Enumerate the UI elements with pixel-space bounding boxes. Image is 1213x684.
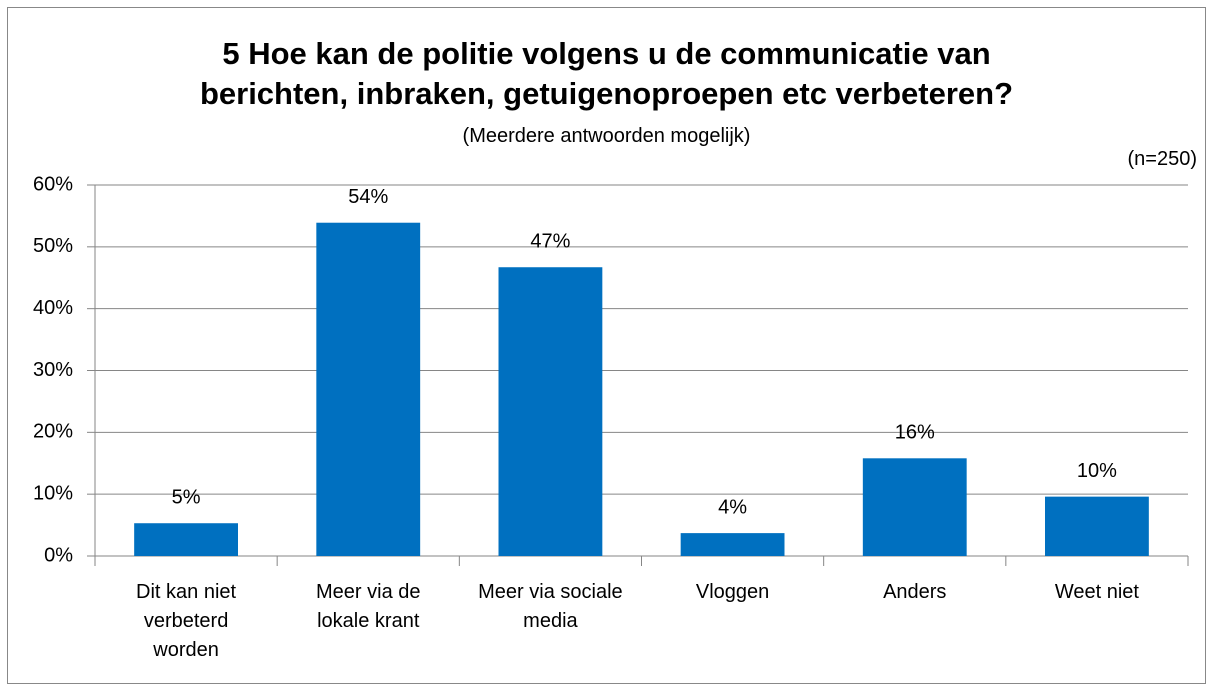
data-label: 16%	[895, 422, 935, 444]
bar	[316, 222, 421, 557]
y-tick-label: 10%	[33, 482, 73, 504]
bar	[1044, 496, 1149, 556]
x-tick-label: Vloggen	[695, 581, 770, 603]
y-tick-label: 20%	[33, 421, 73, 443]
chart-title: 5 Hoe kan de politie volgens u de commun…	[199, 36, 1014, 111]
y-tick-label: 50%	[33, 235, 73, 257]
annotation: (n=250)	[1127, 148, 1198, 170]
x-tick-label: Weet niet	[1054, 581, 1139, 603]
data-label: 5%	[172, 487, 201, 509]
y-tick-label: 0%	[44, 544, 73, 566]
x-tick-label: Meer via de lokale krant	[316, 581, 421, 632]
bar	[862, 458, 967, 556]
y-tick-label: 60%	[33, 173, 73, 195]
data-label: 54%	[348, 186, 388, 208]
x-tick-label: Anders	[883, 581, 947, 603]
bar	[680, 533, 785, 556]
bar	[498, 267, 603, 556]
data-label: 47%	[530, 231, 570, 253]
y-tick-label: 30%	[33, 359, 73, 381]
data-label: 4%	[718, 496, 747, 518]
x-tick-label: Meer via sociale media	[478, 581, 623, 632]
y-tick-label: 40%	[33, 297, 73, 319]
x-tick-label: Dit kan niet verbeterd worden	[136, 581, 237, 661]
chart-subtitle: (Meerdere antwoorden mogelijk)	[462, 125, 751, 147]
bar	[134, 523, 239, 556]
data-label: 10%	[1077, 460, 1117, 482]
